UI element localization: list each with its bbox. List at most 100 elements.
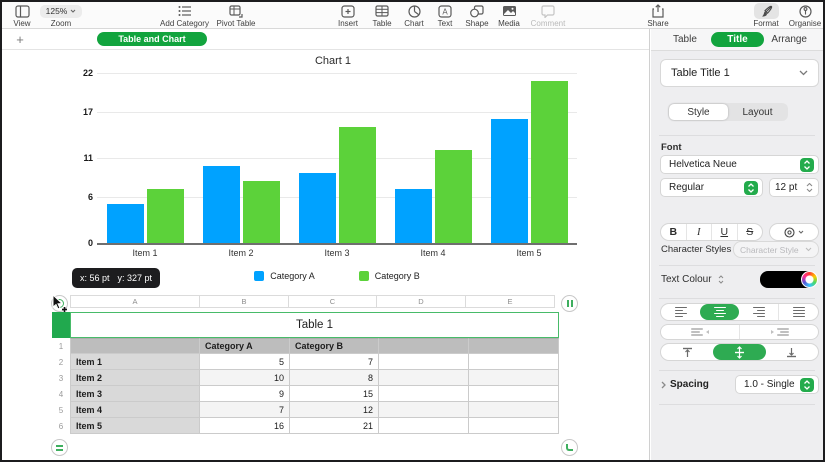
text-colour-well[interactable]	[760, 271, 818, 288]
table-title-cell[interactable]: Table 1	[70, 312, 559, 338]
increase-indent-button[interactable]	[739, 325, 818, 339]
table-title-row[interactable]: Table 1	[52, 312, 559, 338]
size-stepper-icon[interactable]	[804, 183, 814, 192]
cell[interactable]: 7	[290, 354, 379, 370]
align-top-button[interactable]	[661, 344, 713, 360]
bar-category-a[interactable]	[106, 204, 144, 243]
stepper-icon[interactable]	[800, 377, 814, 392]
cell[interactable]: Category B	[290, 338, 379, 354]
cell[interactable]: 15	[290, 386, 379, 402]
cell[interactable]	[70, 338, 200, 354]
cell[interactable]: 21	[290, 418, 379, 434]
cell[interactable]	[469, 338, 559, 354]
style-layout-segment[interactable]: Style Layout	[668, 103, 788, 121]
add-row-handle[interactable]	[51, 439, 68, 456]
bar-category-a[interactable]	[202, 165, 240, 243]
format-button[interactable]: Format	[750, 2, 782, 29]
zoom-control[interactable]: 125% Zoom	[36, 2, 86, 29]
text-button[interactable]: A Text	[432, 2, 458, 29]
tab-title[interactable]: Title	[711, 32, 764, 47]
add-category-button[interactable]: Add Category	[157, 2, 212, 29]
column-header-A[interactable]: A	[70, 295, 200, 308]
row-number[interactable]: 5	[58, 405, 64, 415]
cell[interactable]: 16	[200, 418, 290, 434]
bar-category-a[interactable]	[394, 188, 432, 243]
cell[interactable]	[469, 370, 559, 386]
bold-button[interactable]: B	[669, 226, 678, 238]
bar-category-b[interactable]	[530, 80, 568, 243]
cell[interactable]	[469, 386, 559, 402]
advanced-text-options-button[interactable]	[769, 223, 819, 241]
cell[interactable]	[379, 354, 469, 370]
cell[interactable]: Item 4	[70, 402, 200, 418]
cell[interactable]	[469, 402, 559, 418]
spacing-dropdown[interactable]: 1.0 - Single	[735, 375, 819, 394]
underline-button[interactable]: U	[711, 224, 737, 240]
cell[interactable]	[379, 402, 469, 418]
decrease-indent-button[interactable]	[661, 325, 739, 339]
cell[interactable]: 9	[200, 386, 290, 402]
segment-layout[interactable]: Layout	[742, 106, 773, 118]
cell[interactable]	[379, 386, 469, 402]
shape-button[interactable]: Shape	[462, 2, 492, 29]
strikethrough-button[interactable]: S	[736, 224, 763, 240]
cell[interactable]	[469, 418, 559, 434]
stepper-icon[interactable]	[800, 157, 814, 172]
bar-category-b[interactable]	[434, 150, 472, 243]
column-header-C[interactable]: C	[288, 295, 377, 308]
cell[interactable]	[379, 418, 469, 434]
column-header-B[interactable]: B	[199, 295, 289, 308]
pivot-table-button[interactable]: Pivot Table	[212, 2, 260, 29]
cell[interactable]: 7	[200, 402, 290, 418]
italic-button[interactable]: I	[685, 224, 712, 240]
font-weight-dropdown[interactable]: Regular	[660, 178, 763, 197]
view-button[interactable]: View	[8, 2, 36, 29]
row-number[interactable]: 3	[58, 373, 64, 383]
cell[interactable]: 8	[290, 370, 379, 386]
align-center-button[interactable]	[700, 304, 739, 320]
table-button[interactable]: Table	[368, 2, 396, 29]
segment-style[interactable]: Style	[669, 104, 728, 120]
align-middle-button[interactable]	[713, 344, 766, 360]
cell[interactable]: 5	[200, 354, 290, 370]
bar-chart[interactable]: Chart 1 0 6 11 17 22 Item 1 Item 2 Item 3 Item …	[83, 55, 579, 281]
align-left-button[interactable]	[661, 304, 700, 320]
column-header-E[interactable]: E	[465, 295, 555, 308]
font-size-stepper[interactable]: 12 pt	[769, 178, 819, 197]
zoom-level-dropdown[interactable]: 125%	[39, 4, 83, 18]
row-number[interactable]: 4	[58, 389, 64, 399]
column-header-D[interactable]: D	[376, 295, 466, 308]
sheet-tab-active[interactable]: Table and Chart	[97, 32, 207, 46]
cell[interactable]: Item 3	[70, 386, 200, 402]
colour-wheel-button[interactable]	[801, 271, 818, 288]
stepper-icon[interactable]	[744, 180, 758, 195]
row-number[interactable]: 2	[58, 357, 64, 367]
row-number[interactable]: 6	[58, 421, 64, 431]
bar-category-a[interactable]	[490, 119, 528, 243]
share-button[interactable]: Share	[643, 2, 673, 29]
cell[interactable]: 10	[200, 370, 290, 386]
cell[interactable]: Item 2	[70, 370, 200, 386]
cell[interactable]: Item 5	[70, 418, 200, 434]
organise-button[interactable]: Organise	[785, 2, 823, 29]
add-sheet-button[interactable]: +	[16, 31, 24, 47]
cell[interactable]	[469, 354, 559, 370]
media-button[interactable]: Media	[494, 2, 524, 29]
cell[interactable]	[379, 338, 469, 354]
tab-table[interactable]: Table	[673, 34, 697, 45]
character-styles-dropdown[interactable]: Character Style	[733, 241, 819, 258]
font-family-dropdown[interactable]: Helvetica Neue	[660, 155, 819, 174]
cell[interactable]	[379, 370, 469, 386]
cell[interactable]: Item 1	[70, 354, 200, 370]
cell[interactable]: 12	[290, 402, 379, 418]
row-number[interactable]: 1	[58, 341, 64, 351]
tab-arrange[interactable]: Arrange	[771, 34, 807, 45]
align-justify-button[interactable]	[778, 304, 818, 320]
style-preset-dropdown[interactable]: Table Title 1	[660, 59, 819, 87]
align-bottom-button[interactable]	[766, 344, 818, 360]
add-column-handle[interactable]	[561, 295, 578, 312]
chart-button[interactable]: Chart	[400, 2, 428, 29]
insert-button[interactable]: Insert	[334, 2, 362, 29]
sheet-canvas[interactable]: Chart 1 0 6 11 17 22 Item 1 Item 2 Item 3 Item …	[2, 51, 649, 460]
